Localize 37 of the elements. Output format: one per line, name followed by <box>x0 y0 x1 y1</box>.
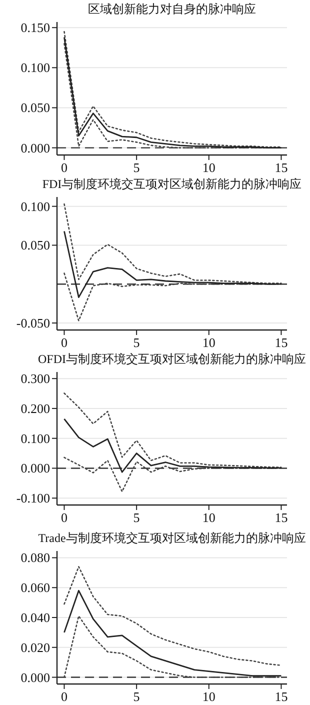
y-tick-label: 0.020 <box>20 640 50 655</box>
y-tick-label: 0.060 <box>20 580 50 596</box>
chart-title: OFDI与制度环境交互项对区域创新能力的脉冲响应 <box>38 352 306 366</box>
x-tick-label: 0 <box>60 160 68 175</box>
x-tick-label: 15 <box>274 689 288 704</box>
x-tick-label: 5 <box>133 160 140 175</box>
x-tick-label: 0 <box>60 510 68 525</box>
x-tick-label: 10 <box>202 335 216 350</box>
x-tick-label: 10 <box>202 689 216 704</box>
x-tick-label: 10 <box>202 510 216 525</box>
y-tick-label: 0.150 <box>20 20 50 36</box>
y-tick-label: -0.100 <box>16 490 50 506</box>
x-tick-label: 5 <box>133 510 140 525</box>
y-tick-label: 0.300 <box>20 371 50 386</box>
x-tick-label: 0 <box>60 335 68 350</box>
chart-title: Trade与制度环境交互项对区域创新能力的脉冲响应 <box>38 531 306 545</box>
y-tick-label: 0.100 <box>20 198 50 214</box>
x-tick-label: 5 <box>133 335 140 350</box>
x-tick-label: 10 <box>202 160 216 175</box>
chart-title: FDI与制度环境交互项对区域创新能力的脉冲响应 <box>42 177 302 191</box>
x-tick-label: 15 <box>274 335 288 350</box>
chart-title: 区域创新能力对自身的脉冲响应 <box>88 2 256 16</box>
y-tick-label: 0.000 <box>20 460 50 476</box>
y-tick-label: 0.080 <box>20 550 50 566</box>
y-tick-label: 0.040 <box>20 610 50 625</box>
y-tick-label: 0.000 <box>20 140 50 156</box>
x-tick-label: 15 <box>274 160 288 175</box>
y-tick-label: 0.200 <box>20 400 50 416</box>
y-tick-label: -0.050 <box>16 316 50 330</box>
x-tick-label: 15 <box>274 510 288 525</box>
y-tick-label: 0.000 <box>20 670 50 685</box>
x-tick-label: 0 <box>60 689 68 704</box>
y-tick-label: 0.100 <box>20 430 50 446</box>
y-tick-label: 0.100 <box>20 60 50 76</box>
y-tick-label: 0.050 <box>20 100 50 116</box>
y-tick-label: 0.050 <box>20 238 50 253</box>
x-tick-label: 5 <box>133 689 140 704</box>
